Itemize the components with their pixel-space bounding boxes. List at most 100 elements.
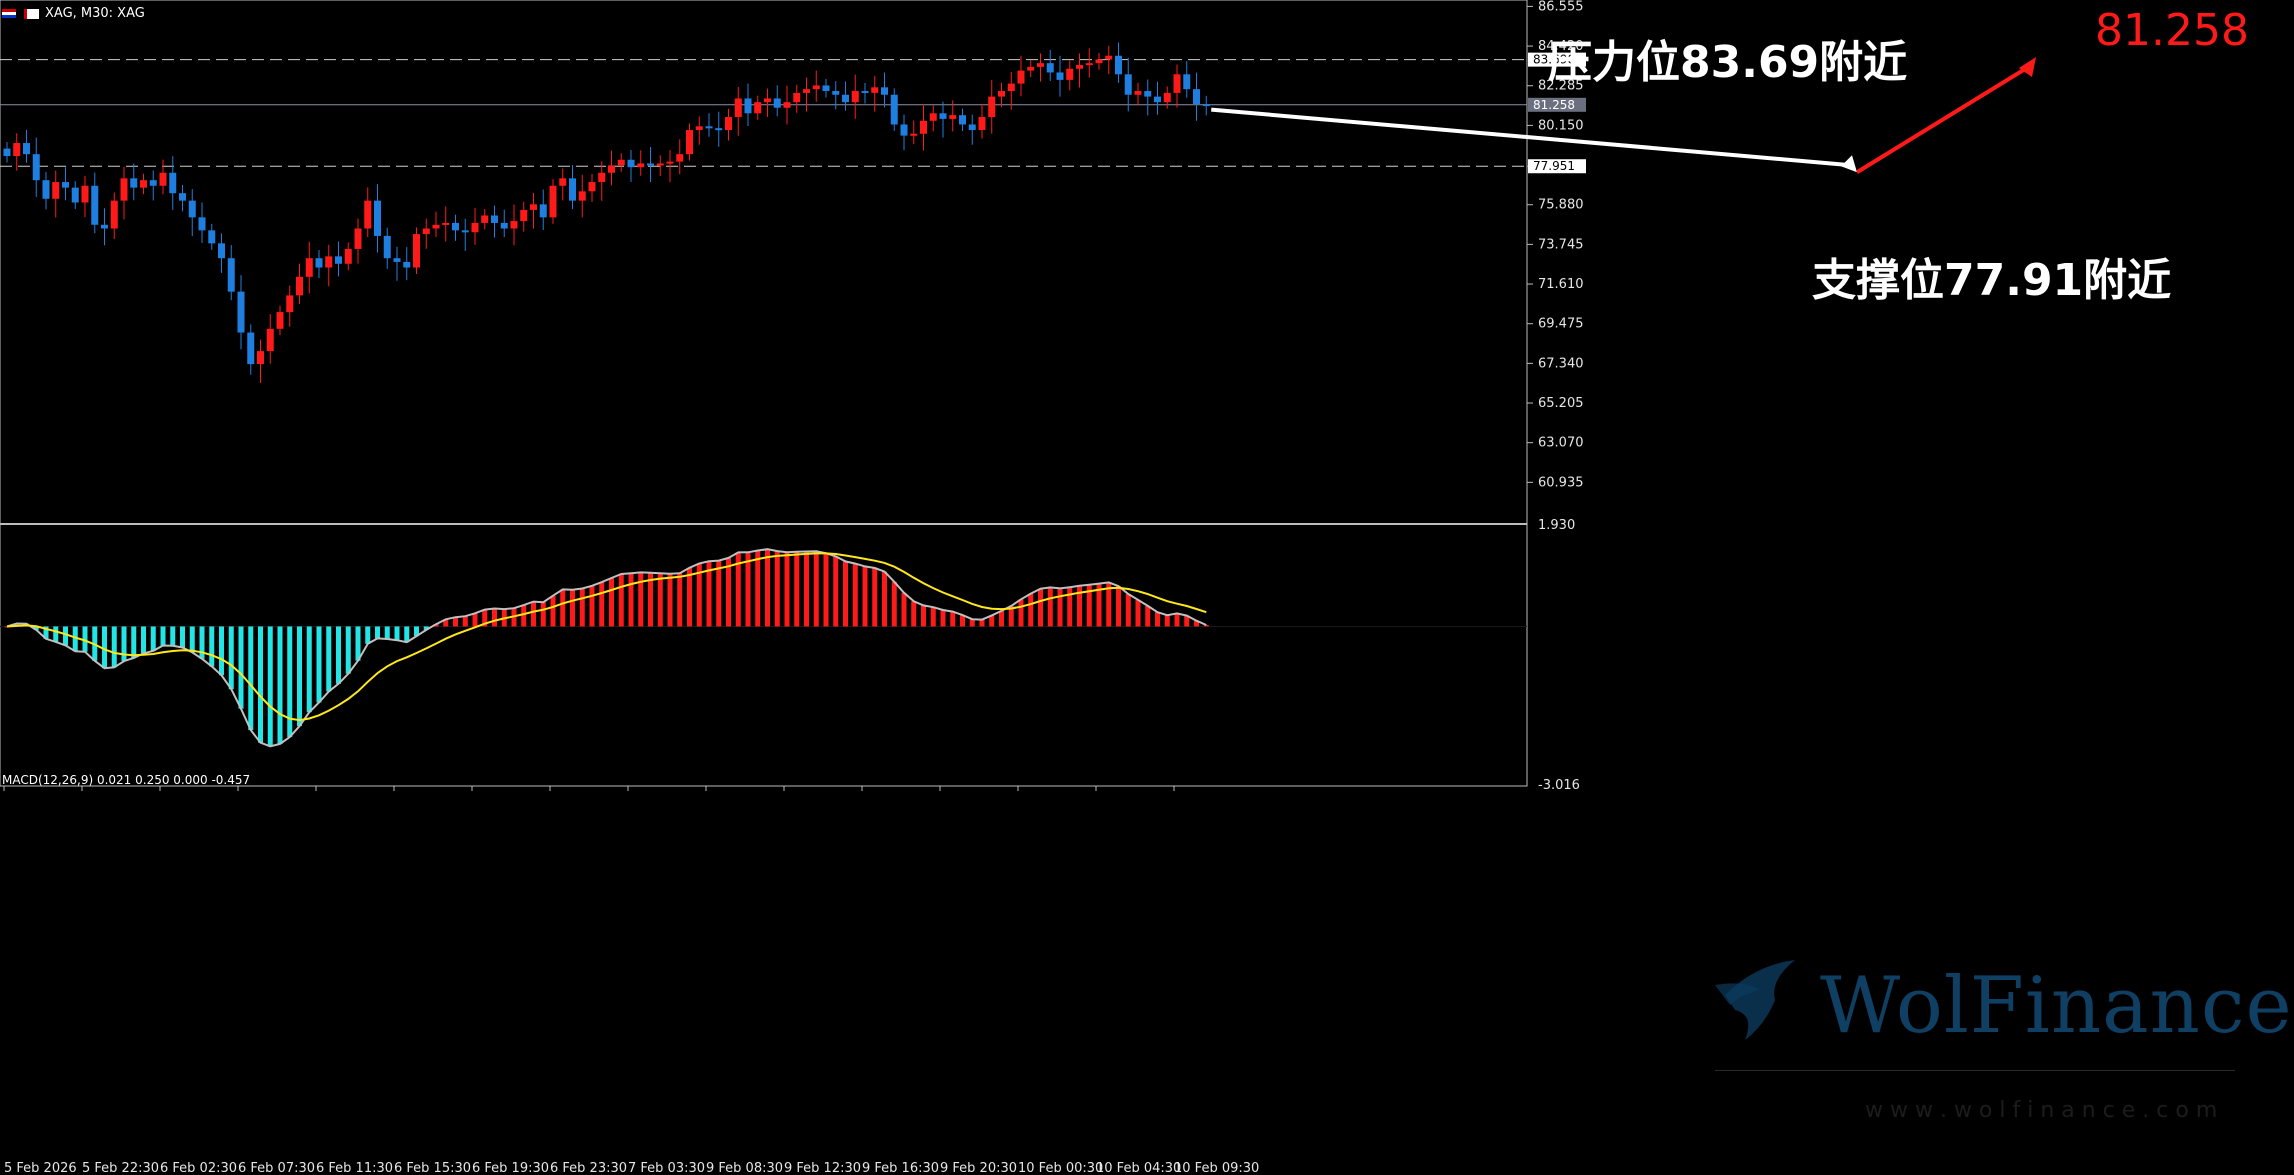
y-tick-label: 73.745 (1538, 237, 1584, 252)
candle-body (695, 126, 703, 131)
watermark-brand: WolFinance (1820, 961, 2293, 1051)
macd-bar (219, 626, 224, 676)
macd-bar (394, 626, 400, 641)
macd-bar (940, 610, 946, 627)
candle-body (686, 130, 693, 155)
macd-bar (687, 567, 692, 627)
candle-body (325, 256, 333, 268)
macd-bar (989, 615, 995, 627)
macd-bar (248, 626, 254, 731)
macd-bar (306, 626, 312, 713)
candle-body (715, 128, 723, 131)
watermark-site: w w w . w o l f i n a n c e . c o m (1865, 1098, 2218, 1123)
x-tick-label: 6 Feb 11:30 (316, 1161, 393, 1175)
candle-body (120, 178, 128, 201)
candle-body (1027, 66, 1035, 71)
candle-body (1105, 55, 1113, 60)
macd-y-tick: -3.016 (1538, 778, 1580, 793)
candle-body (881, 87, 888, 95)
macd-bar (667, 573, 673, 627)
candle-body (510, 221, 518, 229)
macd-bar (745, 552, 751, 627)
macd-bar (911, 601, 917, 627)
macd-bar (1125, 594, 1131, 627)
candle-body (383, 235, 391, 259)
candle-body (335, 256, 342, 264)
candle-body (773, 98, 781, 108)
candle-body (257, 351, 264, 365)
macd-bar (1038, 588, 1043, 627)
candle-body (998, 91, 1005, 97)
candle-body (32, 154, 40, 181)
candle-body (452, 222, 459, 231)
macd-bar (638, 572, 644, 627)
candle-body (910, 133, 918, 136)
macd-bar (277, 626, 283, 744)
macd-bar (726, 557, 731, 627)
candle-body (705, 126, 713, 129)
macd-bar (960, 615, 965, 627)
candle-body (1007, 83, 1015, 92)
macd-bar (180, 626, 185, 648)
candle-body (471, 222, 479, 233)
candle-body (959, 115, 966, 125)
macd-bar (82, 626, 88, 652)
macd-bar (1057, 588, 1063, 627)
macd-bar (1155, 612, 1160, 627)
macd-bar (648, 572, 653, 627)
price-label: 83.690 (1533, 53, 1575, 67)
signal-line (6, 552, 1207, 722)
candle-body (218, 243, 225, 259)
x-tick-label: 10 Feb 09:30 (1174, 1161, 1259, 1175)
x-tick-label: 6 Feb 07:30 (238, 1161, 315, 1175)
price-label: 77.951 (1533, 159, 1575, 173)
candle-body (149, 180, 157, 186)
macd-bar (238, 626, 244, 709)
x-tick-label: 5 Feb 2026 (4, 1161, 77, 1175)
macd-bar (53, 626, 59, 642)
candle-body (188, 200, 196, 218)
candle-body (783, 102, 791, 108)
macd-bar (160, 626, 166, 646)
watermark: WolFinance w w w . w o l f i n a n c e .… (1715, 955, 2292, 1135)
candle-body (578, 191, 586, 201)
macd-bar (1086, 584, 1092, 627)
macd-bar (579, 588, 585, 627)
candle-body (1115, 55, 1122, 75)
x-tick-label: 9 Feb 12:30 (784, 1161, 861, 1175)
candle-body (832, 91, 840, 95)
y-tick-label: 86.555 (1538, 0, 1584, 14)
candle-body (1017, 70, 1025, 84)
candle-body (754, 102, 762, 114)
candle-body (1037, 63, 1044, 67)
macd-bar (43, 626, 49, 639)
candle-body (374, 200, 381, 236)
candle-body (413, 234, 420, 268)
macd-bar (72, 626, 78, 652)
down-arrow-line (1211, 107, 1852, 168)
macd-bar (472, 613, 478, 627)
macd-bar (570, 589, 575, 627)
x-tick-label: 7 Feb 03:30 (628, 1161, 705, 1175)
y-tick-label: 71.610 (1538, 277, 1584, 292)
macd-bar (1067, 587, 1073, 627)
down-arrow-head (1841, 155, 1857, 173)
macd-bar (921, 605, 926, 627)
candle-body (1085, 63, 1093, 66)
candle-body (676, 154, 684, 162)
macd-bar (4, 626, 10, 628)
candle-body (569, 178, 576, 201)
candle-body (52, 182, 60, 199)
candle-body (656, 163, 664, 166)
macd-bar (384, 626, 390, 639)
candle-body (647, 163, 654, 166)
price-label-box (1528, 159, 1586, 174)
y-tick-label: 69.475 (1538, 317, 1584, 332)
candle-body (286, 295, 294, 313)
candle-body (617, 159, 625, 166)
macd-bar (589, 585, 595, 627)
macd-bar (1028, 593, 1034, 627)
macd-bar (901, 592, 907, 627)
candle-body (1202, 104, 1210, 107)
